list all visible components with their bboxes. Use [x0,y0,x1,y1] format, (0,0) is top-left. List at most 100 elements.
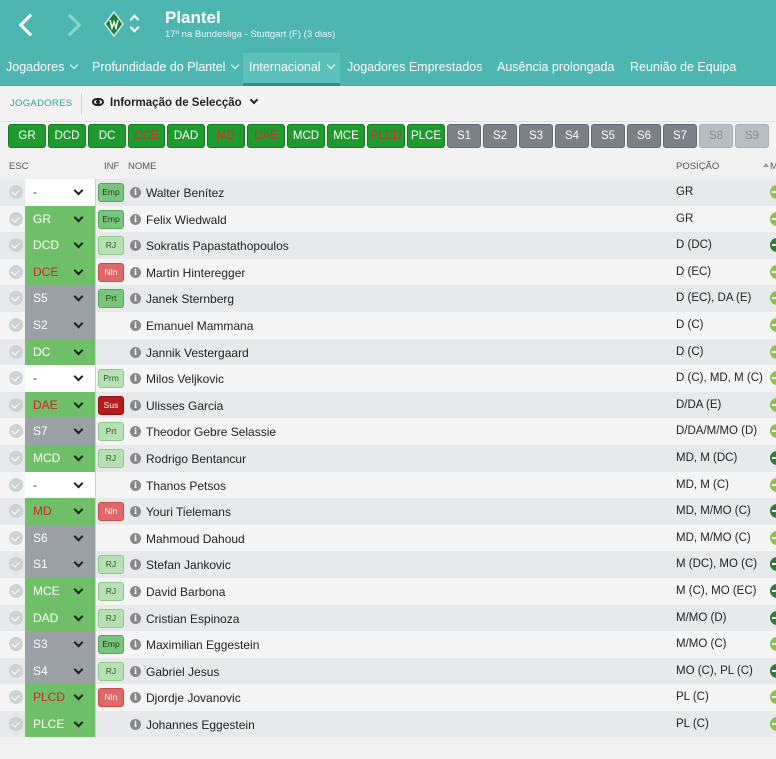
checkmark-icon[interactable] [9,291,23,306]
position-chip[interactable]: S6 [627,124,661,148]
status-badge[interactable]: Nln [98,688,124,708]
position-chip[interactable]: S9 [735,124,769,148]
selection-dropdown[interactable]: S3 [25,631,96,658]
player-name[interactable]: Cristian Espinoza [146,611,240,626]
position-chip[interactable]: PLCD [367,124,405,148]
club-switch-icon[interactable] [129,12,141,36]
table-row[interactable]: PLCD Nln i Djordje Jovanovic PL (C) [0,684,776,711]
player-name[interactable]: Youri Tielemans [146,505,231,520]
selection-dropdown[interactable]: DC [25,338,96,366]
player-name[interactable]: Mahmoud Dahoud [146,531,245,546]
info-icon[interactable]: i [130,506,141,518]
table-row[interactable]: S5 Prt i Janek Sternberg D (EC), DA (E) [0,285,776,312]
player-name[interactable]: Theodor Gebre Selassie [146,425,277,440]
position-chip[interactable]: GR [8,124,46,148]
checkmark-icon[interactable] [9,211,23,226]
table-row[interactable]: MCD RJ i Rodrigo Bentancur MD, M (DC) [0,444,776,472]
column-esc[interactable]: ESC [9,161,29,172]
checkmark-icon[interactable] [9,344,23,359]
status-badge[interactable]: Prt [98,289,124,309]
player-name[interactable]: Martin Hinteregger [146,265,246,280]
player-name[interactable]: Djordje Jovanovic [146,691,241,706]
info-icon[interactable]: i [130,585,141,597]
checkmark-icon[interactable] [9,264,23,279]
selection-dropdown[interactable]: PLCD [25,684,96,711]
info-icon[interactable]: i [130,373,141,385]
selection-dropdown[interactable]: DCE [25,258,96,286]
table-row[interactable]: DCE Nln i Martin Hinteregger D (EC) [0,258,776,286]
column-nome[interactable]: NOME [128,161,157,172]
status-badge[interactable]: Emp [98,635,124,655]
checkmark-icon[interactable] [9,530,23,545]
club-crest-icon[interactable] [104,11,124,37]
checkmark-icon[interactable] [9,424,23,439]
position-chip[interactable]: S3 [519,124,553,148]
table-row[interactable]: DAD RJ i Cristian Espinoza M/MO (D) [0,604,776,632]
table-row[interactable]: S4 RJ i Gabriel Jesus MO (C), PL (C) [0,657,776,685]
back-chevron-icon[interactable] [16,9,40,39]
selection-dropdown[interactable]: GR [25,205,96,233]
checkmark-icon[interactable] [9,238,23,253]
selection-dropdown[interactable]: - [25,179,96,206]
table-row[interactable]: DAE Sus i Ulisses Garcia D/DA (E) [0,391,776,419]
selection-dropdown[interactable]: S7 [25,418,96,445]
tab-2[interactable]: Internacional [243,53,340,86]
position-chip[interactable]: S4 [555,124,589,148]
position-chip[interactable]: MCE [327,124,365,148]
selection-dropdown[interactable]: S4 [25,657,96,685]
info-icon[interactable]: i [130,559,141,571]
player-name[interactable]: Ulisses Garcia [146,398,224,413]
player-name[interactable]: Felix Wiedwald [146,212,227,227]
status-badge[interactable]: RJ [98,581,124,601]
checkmark-icon[interactable] [9,317,23,332]
position-chip[interactable]: S7 [663,124,697,148]
table-row[interactable]: S6 i Mahmoud Dahoud MD, M/MO (C) [0,524,776,552]
player-name[interactable]: Milos Veljkovic [146,372,225,387]
status-badge[interactable]: Nln [98,502,124,522]
position-chip[interactable]: DAE [247,124,285,148]
selection-dropdown[interactable]: S1 [25,551,96,578]
position-chip[interactable]: MD [207,124,245,148]
info-icon[interactable]: i [130,399,141,411]
table-row[interactable]: - i Thanos Petsos MD, M (C) [0,471,776,499]
checkmark-icon[interactable] [9,663,23,678]
selection-dropdown[interactable]: DAD [25,604,96,632]
player-name[interactable]: Sokratis Papastathopoulos [146,239,289,254]
info-icon[interactable]: i [130,532,141,544]
info-icon[interactable]: i [130,266,141,278]
checkmark-icon[interactable] [9,397,23,412]
checkmark-icon[interactable] [9,504,23,519]
selection-dropdown[interactable]: MCE [25,577,96,605]
info-icon[interactable]: i [130,213,141,225]
position-chip[interactable]: DCD [48,124,86,148]
selection-dropdown[interactable]: - [25,365,96,392]
player-name[interactable]: Jannik Vestergaard [146,345,249,360]
status-badge[interactable]: Prt [98,422,124,442]
player-name[interactable]: Thanos Petsos [146,478,227,493]
checkmark-icon[interactable] [9,450,23,465]
player-name[interactable]: Rodrigo Bentancur [146,451,247,466]
position-chip[interactable]: DC [88,124,126,148]
status-badge[interactable]: RJ [98,448,124,468]
info-icon[interactable]: i [130,240,141,252]
selection-dropdown[interactable]: S5 [25,285,96,312]
section-label[interactable]: JOGADORES [10,98,73,109]
selection-dropdown[interactable]: MD [25,498,96,525]
table-row[interactable]: S1 RJ i Stefan Jankovic M (DC), MO (C) [0,551,776,578]
status-badge[interactable]: Nln [98,262,124,282]
info-icon[interactable]: i [130,319,141,331]
selection-dropdown[interactable]: - [25,471,96,499]
checkmark-icon[interactable] [9,637,23,652]
checkmark-icon[interactable] [9,477,23,492]
status-badge[interactable]: Emp [98,209,124,229]
status-badge[interactable]: Prm [98,369,124,389]
position-chip[interactable]: MCD [287,124,325,148]
table-row[interactable]: MCE RJ i David Barbona M (C), MO (EC) [0,577,776,605]
info-icon[interactable]: i [130,187,141,198]
status-badge[interactable]: Sus [98,395,124,415]
position-chip[interactable]: S2 [483,124,517,148]
player-name[interactable]: Emanuel Mammana [146,318,254,333]
info-icon[interactable]: i [130,665,141,677]
selection-dropdown[interactable]: S2 [25,311,96,339]
table-row[interactable]: DCD RJ i Sokratis Papastathopoulos D (DC) [0,232,776,259]
